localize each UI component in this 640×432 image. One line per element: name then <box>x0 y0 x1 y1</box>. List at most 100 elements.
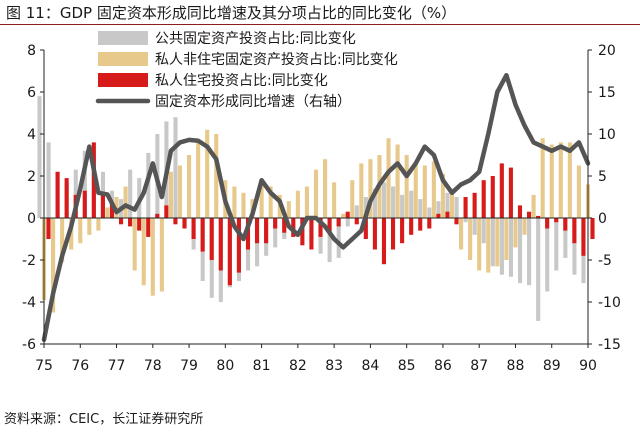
bar-s1-q58 <box>567 142 572 218</box>
bar-s2-q8 <box>118 218 124 225</box>
bar-s2-q23 <box>254 218 260 244</box>
bar-s2-q53 <box>526 211 532 218</box>
bar-s0-q38 <box>381 182 387 218</box>
bar-s2-q10 <box>137 218 142 231</box>
left-tick-label-4: 0 <box>27 211 36 227</box>
bar-s0-q58 <box>563 218 568 258</box>
legend-swatch-0 <box>98 31 148 45</box>
bar-s1-q43 <box>431 161 436 218</box>
x-tick-label-6: 81 <box>253 358 271 374</box>
bar-s1-q44 <box>440 173 445 218</box>
bar-s2-q59 <box>581 218 586 256</box>
left-tick-label-3: 2 <box>27 169 36 185</box>
bar-s1-q52 <box>513 218 518 248</box>
bar-s1-q54 <box>531 194 536 218</box>
bar-s1-q29 <box>304 186 309 218</box>
bar-s2-q35 <box>363 218 368 239</box>
bar-s0-q10 <box>128 169 133 218</box>
bar-s0-q56 <box>545 218 550 292</box>
bar-s1-q18 <box>205 129 210 218</box>
bar-s2-q48 <box>481 180 486 218</box>
bar-s1-q38 <box>386 138 391 218</box>
bar-s2-q43 <box>436 213 441 218</box>
bar-s1-q13 <box>159 218 164 292</box>
bar-s1-q46 <box>459 218 464 250</box>
x-tick-label-5: 80 <box>216 358 234 374</box>
bar-s2-q28 <box>300 218 305 246</box>
bar-s2-q60 <box>590 218 595 239</box>
bar-s0-q4 <box>73 169 78 218</box>
bar-s0-q55 <box>536 218 541 321</box>
bar-s2-q52 <box>517 205 523 218</box>
x-tick-label-15: 90 <box>579 358 597 374</box>
bar-s0-q36 <box>363 197 368 218</box>
bar-s1-q50 <box>495 218 500 267</box>
bar-s1-q19 <box>214 134 219 218</box>
right-tick-label-4: 0 <box>598 211 607 227</box>
left-tick-label-0: 8 <box>27 43 36 59</box>
bar-s1-q36 <box>368 159 373 218</box>
bar-s0-q44 <box>436 201 441 218</box>
chart-title: 图 11：GDP 固定资本形成同比增速及其分项占比的同比变化（%） <box>6 2 456 23</box>
bar-s2-q54 <box>536 215 541 218</box>
bar-s2-q24 <box>264 218 269 244</box>
bar-s0-q47 <box>463 218 468 223</box>
bar-s1-q14 <box>168 171 173 218</box>
bar-s2-q49 <box>490 176 495 218</box>
right-tick-label-0: 20 <box>598 43 616 59</box>
bar-s2-q4 <box>82 190 87 218</box>
legend-swatch-2 <box>98 73 148 87</box>
bar-s1-q53 <box>522 218 527 235</box>
gfcf-growth-line <box>41 72 591 343</box>
x-tick-label-0: 75 <box>35 358 53 374</box>
bar-s1-q56 <box>549 144 554 218</box>
bar-s2-q14 <box>173 218 178 225</box>
bar-s0-q37 <box>372 188 378 218</box>
bar-s1-q31 <box>323 159 328 218</box>
bar-s2-q13 <box>164 205 169 218</box>
bar-s0-q33 <box>336 218 341 258</box>
bar-s2-q46 <box>463 197 468 218</box>
bar-s1-q39 <box>395 144 400 218</box>
figure-number: 图 11： <box>6 4 60 22</box>
bar-s0-q15 <box>173 117 178 218</box>
bar-s1-q11 <box>141 218 146 286</box>
x-tick-label-3: 78 <box>144 358 162 374</box>
source-note: 资料来源：CEIC，长江证券研究所 <box>4 412 204 427</box>
bar-s1-q57 <box>558 142 563 218</box>
bar-s2-q38 <box>390 218 396 250</box>
bar-s1-q5 <box>87 218 92 235</box>
bar-s2-q21 <box>236 218 241 273</box>
left-tick-label-6: -4 <box>22 295 36 311</box>
bar-s1-q48 <box>477 218 482 271</box>
legend-label-3: 固定资本形成同比增速（右轴） <box>155 94 351 110</box>
bar-s2-q18 <box>209 218 214 260</box>
bar-s1-q17 <box>196 142 201 218</box>
bar-s2-q11 <box>146 218 151 237</box>
right-tick-label-3: 5 <box>598 169 607 185</box>
bar-s0-q59 <box>572 218 577 275</box>
bar-s1-q2 <box>60 218 65 263</box>
bar-s2-q19 <box>218 218 223 271</box>
bar-s1-q12 <box>150 218 155 296</box>
bar-s2-q15 <box>182 218 187 229</box>
bar-s1-q59 <box>576 165 581 218</box>
bar-s2-q0 <box>46 218 51 239</box>
bar-s1-q30 <box>313 169 319 218</box>
x-tick-label-12: 87 <box>470 358 488 374</box>
legend-label-1: 私人非住宅固定资产投资占比:同比变化 <box>155 52 398 68</box>
bar-s0-q41 <box>409 190 414 218</box>
x-tick-label-14: 89 <box>543 358 561 374</box>
bar-s2-q34 <box>354 218 359 225</box>
bar-s0-q49 <box>481 218 486 244</box>
bar-s1-q42 <box>422 165 427 218</box>
bar-s1-q51 <box>504 218 509 260</box>
x-tick-label-2: 77 <box>108 358 126 374</box>
bar-s2-q29 <box>309 218 314 250</box>
bar-s2-q16 <box>191 218 196 239</box>
x-tick-label-10: 85 <box>398 358 416 374</box>
legend-label-2: 私人住宅投资占比:同比变化 <box>155 73 328 89</box>
bar-s1-q47 <box>468 218 473 260</box>
bar-s2-q22 <box>245 218 251 250</box>
